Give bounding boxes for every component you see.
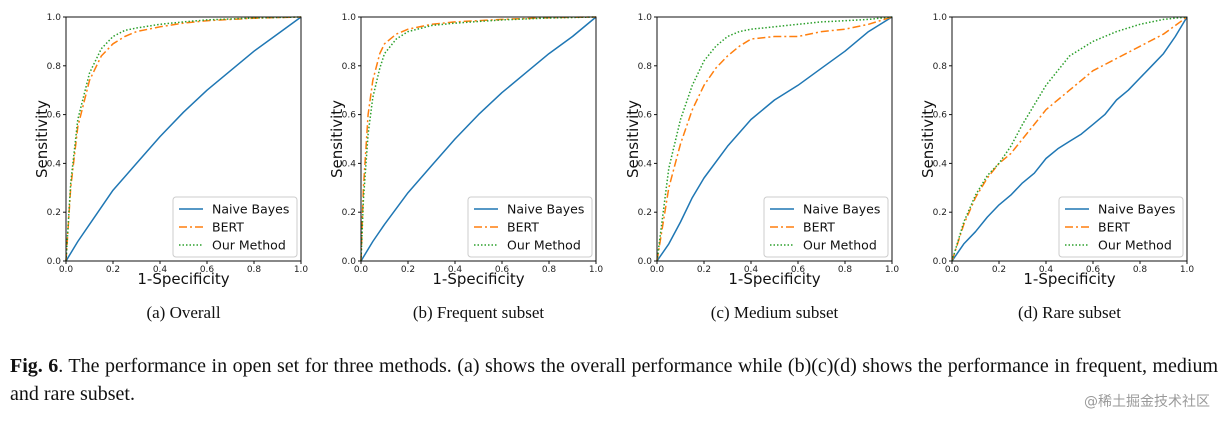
x-tick-label: 0.8 bbox=[542, 265, 557, 275]
chart-panel-1: 0.0 0.2 0.4 0.6 0.8 1.0 0.0 0.2 0.4 0.6 0.8 1.0 1-Sp… bbox=[33, 13, 308, 322]
series-line-naive-bayes bbox=[656, 16, 893, 262]
y-tick-label: 0.2 bbox=[47, 208, 61, 218]
legend-label: BERT bbox=[212, 220, 244, 235]
series-line-naive-bayes bbox=[951, 16, 1188, 262]
x-tick-label: 1.0 bbox=[1180, 265, 1195, 275]
y-tick-label: 0.2 bbox=[638, 208, 652, 218]
x-axis-label: 1-Specificity bbox=[137, 270, 229, 288]
x-axis-label: 1-Specificity bbox=[728, 270, 820, 288]
x-tick-label: 0.8 bbox=[1133, 265, 1148, 275]
subfigure-caption: (a) Overall bbox=[146, 303, 220, 322]
legend-box bbox=[467, 196, 593, 258]
x-tick-label: 0.2 bbox=[106, 265, 120, 275]
y-tick-label: 0.6 bbox=[47, 111, 62, 121]
x-tick-label: 0.8 bbox=[838, 265, 853, 275]
chart-panel-4: 0.0 0.2 0.4 0.6 0.8 1.0 0.0 0.2 0.4 0.6 0.8 1.0 1-Sp… bbox=[919, 13, 1194, 322]
chart-panel-2: 0.0 0.2 0.4 0.6 0.8 1.0 0.0 0.2 0.4 0.6 0.8 1.0 1-Sp… bbox=[328, 13, 603, 322]
legend-box bbox=[763, 196, 889, 258]
y-tick-label: 0.2 bbox=[933, 208, 947, 218]
x-tick-label: 0.4 bbox=[153, 265, 168, 275]
y-tick-label: 1.0 bbox=[47, 13, 62, 23]
x-tick-label: 0.4 bbox=[1039, 265, 1054, 275]
y-axis-label: Sensitivity bbox=[624, 100, 642, 178]
y-axis-label: Sensitivity bbox=[328, 100, 346, 178]
legend-box bbox=[172, 196, 298, 258]
y-tick-label: 1.0 bbox=[638, 13, 653, 23]
subfigure-caption: (b) Frequent subset bbox=[413, 303, 545, 322]
x-tick-label: 0.6 bbox=[495, 265, 510, 275]
x-tick-label: 0.4 bbox=[448, 265, 463, 275]
caption-text: . The performance in open set for three … bbox=[10, 355, 1218, 405]
x-tick-label: 0.6 bbox=[791, 265, 806, 275]
legend-label: Our Method bbox=[1098, 238, 1172, 253]
legend-label: Our Method bbox=[212, 238, 286, 253]
roc-figure: 0.0 0.2 0.4 0.6 0.8 1.0 0.0 0.2 0.4 0.6 0.8 1.0 1-Sp… bbox=[33, 13, 1194, 322]
y-tick-label: 0.0 bbox=[342, 257, 357, 267]
x-tick-label: 1.0 bbox=[885, 265, 900, 275]
legend-label: Naive Bayes bbox=[507, 202, 584, 217]
y-tick-label: 1.0 bbox=[933, 13, 948, 23]
legend-label: Naive Bayes bbox=[212, 202, 289, 217]
plot-frame bbox=[951, 16, 1188, 262]
x-tick-label: 1.0 bbox=[589, 265, 604, 275]
chart-panel-3: 0.0 0.2 0.4 0.6 0.8 1.0 0.0 0.2 0.4 0.6 0.8 1.0 1-Sp… bbox=[624, 13, 899, 322]
y-tick-label: 0.4 bbox=[638, 159, 653, 169]
subfigure-caption: (c) Medium subset bbox=[711, 303, 839, 322]
y-axis-label: Sensitivity bbox=[33, 100, 51, 178]
y-tick-label: 0.0 bbox=[933, 257, 948, 267]
figure-label: Fig. 6 bbox=[10, 355, 59, 377]
y-tick-label: 0.2 bbox=[342, 208, 356, 218]
x-tick-label: 0.8 bbox=[247, 265, 262, 275]
x-axis-label: 1-Specificity bbox=[432, 270, 524, 288]
x-tick-label: 0.0 bbox=[650, 265, 665, 275]
x-tick-label: 0.0 bbox=[945, 265, 960, 275]
x-tick-label: 0.2 bbox=[697, 265, 711, 275]
y-tick-label: 0.0 bbox=[638, 257, 653, 267]
series-line-bert bbox=[65, 16, 302, 262]
x-tick-label: 0.0 bbox=[59, 265, 74, 275]
legend-label: BERT bbox=[803, 220, 835, 235]
plot-frame bbox=[65, 16, 302, 262]
y-axis-label: Sensitivity bbox=[919, 100, 937, 178]
y-tick-label: 0.8 bbox=[47, 62, 62, 72]
figure-caption: Fig. 6. The performance in open set for … bbox=[10, 352, 1218, 408]
legend-label: BERT bbox=[1098, 220, 1130, 235]
x-tick-label: 0.2 bbox=[401, 265, 415, 275]
x-tick-label: 0.4 bbox=[744, 265, 759, 275]
y-tick-label: 0.6 bbox=[342, 111, 357, 121]
y-tick-label: 0.0 bbox=[47, 257, 62, 267]
subfigure-caption: (d) Rare subset bbox=[1018, 303, 1121, 322]
x-tick-label: 0.0 bbox=[354, 265, 369, 275]
y-tick-label: 0.6 bbox=[638, 111, 653, 121]
watermark-text: @稀土掘金技术社区 bbox=[1084, 394, 1210, 410]
legend-label: Our Method bbox=[507, 238, 581, 253]
plot-frame bbox=[360, 16, 597, 262]
plot-frame bbox=[656, 16, 893, 262]
y-tick-label: 0.8 bbox=[638, 62, 653, 72]
series-line-naive-bayes bbox=[65, 16, 302, 262]
legend-label: BERT bbox=[507, 220, 539, 235]
series-line-bert bbox=[951, 16, 1188, 262]
legend-label: Naive Bayes bbox=[1098, 202, 1175, 217]
series-line-bert bbox=[656, 16, 893, 262]
x-tick-label: 1.0 bbox=[294, 265, 309, 275]
y-tick-label: 0.4 bbox=[933, 159, 948, 169]
y-tick-label: 1.0 bbox=[342, 13, 357, 23]
x-tick-label: 0.6 bbox=[200, 265, 215, 275]
series-line-naive-bayes bbox=[360, 16, 597, 262]
series-line-our-method bbox=[360, 16, 597, 262]
x-axis-label: 1-Specificity bbox=[1023, 270, 1115, 288]
y-tick-label: 0.8 bbox=[933, 62, 948, 72]
y-tick-label: 0.4 bbox=[342, 159, 357, 169]
series-line-our-method bbox=[951, 16, 1188, 262]
legend-label: Our Method bbox=[803, 238, 877, 253]
y-tick-label: 0.6 bbox=[933, 111, 948, 121]
legend-box bbox=[1058, 196, 1184, 258]
series-line-our-method bbox=[65, 16, 302, 262]
legend-label: Naive Bayes bbox=[803, 202, 880, 217]
x-tick-label: 0.6 bbox=[1086, 265, 1101, 275]
y-tick-label: 0.4 bbox=[47, 159, 62, 169]
y-tick-label: 0.8 bbox=[342, 62, 357, 72]
x-tick-label: 0.2 bbox=[992, 265, 1006, 275]
